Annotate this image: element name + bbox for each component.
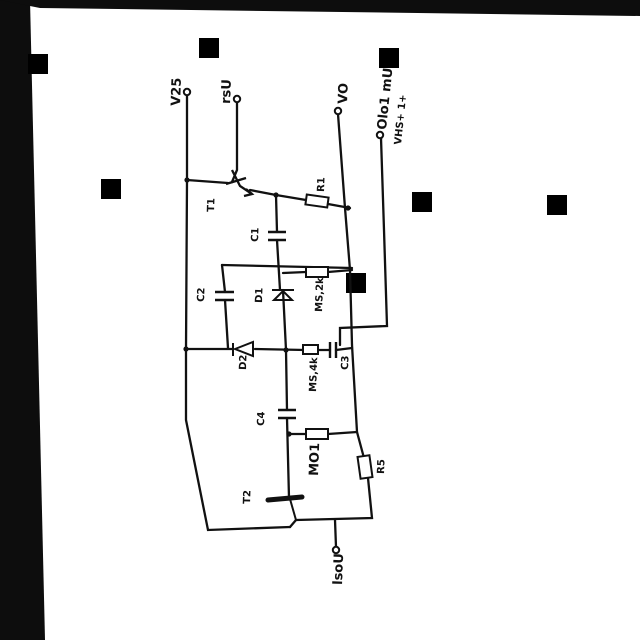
label-out: lsoU bbox=[331, 553, 347, 585]
diodes bbox=[232, 289, 295, 358]
label-osc: Olo1 mU bbox=[375, 67, 396, 130]
resistor-r2 bbox=[305, 266, 329, 278]
terminal-vo bbox=[333, 106, 343, 116]
resistor-r1 bbox=[304, 193, 330, 209]
capacitor-c3 bbox=[328, 342, 338, 358]
label-vo: VO bbox=[336, 83, 352, 104]
label-d1: D1 bbox=[254, 287, 266, 303]
terminal-osc bbox=[375, 130, 385, 140]
capacitor-c1 bbox=[268, 230, 286, 242]
resistor-r3 bbox=[302, 344, 319, 355]
label-t2: T2 bbox=[242, 490, 253, 504]
label-v25: V25 bbox=[169, 77, 185, 106]
label-c3: C3 bbox=[340, 355, 351, 370]
diode-d2 bbox=[232, 340, 254, 358]
resistors bbox=[302, 193, 374, 480]
wires bbox=[184, 94, 389, 549]
terminal-v25 bbox=[182, 87, 192, 97]
resistor-r5 bbox=[356, 454, 374, 480]
label-r4-val: MO1 bbox=[307, 443, 323, 477]
label-r5: R5 bbox=[376, 459, 388, 474]
terminal-circles bbox=[182, 87, 385, 555]
terminal-out bbox=[331, 545, 341, 555]
redaction-marks bbox=[28, 38, 567, 293]
label-d2: D2 bbox=[238, 354, 250, 370]
label-c4: C4 bbox=[256, 411, 267, 426]
terminal-rsu bbox=[232, 94, 242, 104]
label-c2: C2 bbox=[196, 287, 207, 302]
junction-dots bbox=[183, 177, 351, 437]
resistor-r4 bbox=[305, 428, 329, 440]
label-r1: R1 bbox=[316, 177, 328, 192]
diode-d1 bbox=[271, 289, 295, 301]
label-t1: T1 bbox=[206, 198, 217, 212]
transistor-t1 bbox=[225, 169, 255, 198]
scan-edge-top bbox=[0, 0, 640, 16]
capacitors bbox=[215, 230, 338, 420]
label-rsu: rsU bbox=[219, 79, 235, 104]
scan-edge-left bbox=[0, 0, 45, 640]
label-r3-val: MS,4k bbox=[308, 357, 320, 392]
capacitor-c2 bbox=[215, 290, 234, 302]
label-osc-note: VHS+ 1+ bbox=[393, 94, 409, 145]
transistor-t2 bbox=[265, 494, 305, 521]
label-r2-val: MS,2k bbox=[314, 277, 326, 312]
label-c1: C1 bbox=[250, 227, 261, 242]
capacitor-c4 bbox=[278, 408, 296, 420]
